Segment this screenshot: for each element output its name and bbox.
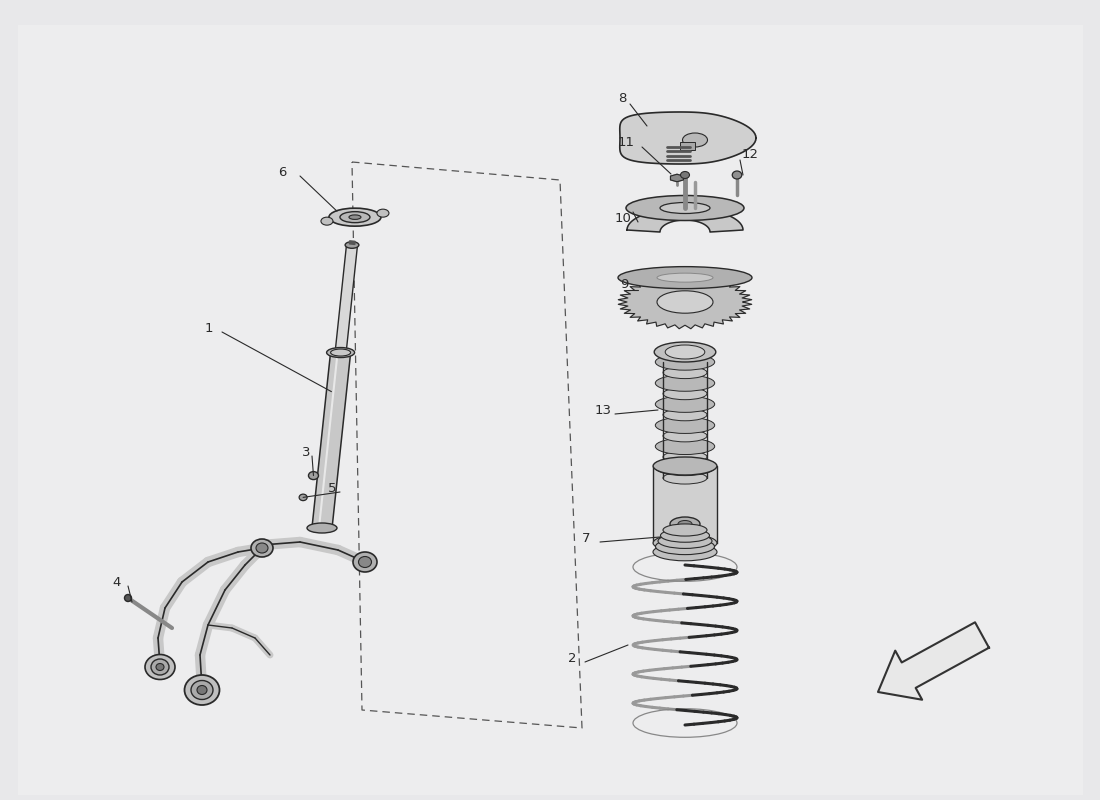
Text: 5: 5	[328, 482, 337, 494]
Text: 12: 12	[742, 149, 759, 162]
Polygon shape	[680, 142, 695, 150]
Ellipse shape	[656, 354, 715, 370]
Polygon shape	[676, 176, 683, 180]
Ellipse shape	[340, 212, 370, 222]
Ellipse shape	[682, 133, 707, 147]
Ellipse shape	[678, 521, 692, 527]
Text: 11: 11	[618, 135, 635, 149]
Ellipse shape	[197, 686, 207, 694]
Ellipse shape	[653, 534, 717, 552]
Ellipse shape	[308, 471, 319, 479]
Ellipse shape	[656, 459, 715, 476]
Ellipse shape	[329, 208, 381, 226]
Text: 8: 8	[618, 91, 626, 105]
Ellipse shape	[191, 681, 213, 699]
Ellipse shape	[733, 171, 741, 179]
Polygon shape	[671, 176, 676, 180]
Ellipse shape	[654, 342, 716, 362]
Text: 4: 4	[112, 575, 120, 589]
Ellipse shape	[626, 195, 744, 221]
Ellipse shape	[156, 663, 164, 670]
Ellipse shape	[327, 347, 354, 358]
Ellipse shape	[353, 552, 377, 572]
Ellipse shape	[299, 494, 307, 501]
Ellipse shape	[185, 675, 220, 705]
Text: 7: 7	[582, 531, 591, 545]
Ellipse shape	[657, 290, 713, 313]
Ellipse shape	[251, 539, 273, 557]
Ellipse shape	[656, 375, 715, 391]
Ellipse shape	[660, 202, 710, 214]
Ellipse shape	[658, 534, 712, 549]
Polygon shape	[618, 275, 751, 329]
Polygon shape	[312, 351, 351, 529]
Ellipse shape	[663, 387, 707, 400]
FancyBboxPatch shape	[18, 25, 1083, 795]
Ellipse shape	[660, 529, 710, 542]
Text: 10: 10	[615, 211, 631, 225]
Polygon shape	[619, 112, 756, 164]
Ellipse shape	[663, 409, 707, 421]
Ellipse shape	[663, 430, 707, 442]
Ellipse shape	[331, 349, 351, 356]
Ellipse shape	[657, 273, 713, 282]
Ellipse shape	[256, 543, 268, 553]
Ellipse shape	[663, 472, 707, 484]
Ellipse shape	[663, 366, 707, 378]
Ellipse shape	[151, 659, 169, 675]
Ellipse shape	[618, 266, 752, 289]
Text: 3: 3	[302, 446, 310, 458]
Text: 2: 2	[568, 651, 576, 665]
Ellipse shape	[345, 242, 359, 248]
Ellipse shape	[653, 543, 717, 561]
Polygon shape	[336, 245, 358, 353]
Ellipse shape	[666, 345, 705, 359]
Text: 9: 9	[620, 278, 628, 291]
Ellipse shape	[349, 215, 361, 219]
Polygon shape	[676, 174, 683, 178]
Ellipse shape	[321, 217, 333, 225]
Ellipse shape	[663, 524, 707, 536]
Ellipse shape	[656, 417, 715, 434]
Polygon shape	[671, 178, 676, 182]
Ellipse shape	[124, 594, 132, 602]
Ellipse shape	[145, 654, 175, 679]
Text: 6: 6	[278, 166, 286, 178]
Polygon shape	[676, 178, 683, 182]
Ellipse shape	[656, 538, 715, 554]
Ellipse shape	[656, 396, 715, 412]
Text: 13: 13	[595, 403, 612, 417]
Ellipse shape	[670, 517, 700, 531]
Polygon shape	[627, 208, 743, 232]
Ellipse shape	[307, 523, 337, 533]
Ellipse shape	[359, 557, 372, 567]
Polygon shape	[653, 466, 717, 543]
Ellipse shape	[681, 171, 690, 178]
Ellipse shape	[656, 438, 715, 454]
Ellipse shape	[653, 457, 717, 475]
Text: 1: 1	[205, 322, 213, 334]
Polygon shape	[878, 622, 989, 700]
Ellipse shape	[377, 209, 389, 217]
Ellipse shape	[663, 451, 707, 463]
Polygon shape	[671, 174, 676, 178]
